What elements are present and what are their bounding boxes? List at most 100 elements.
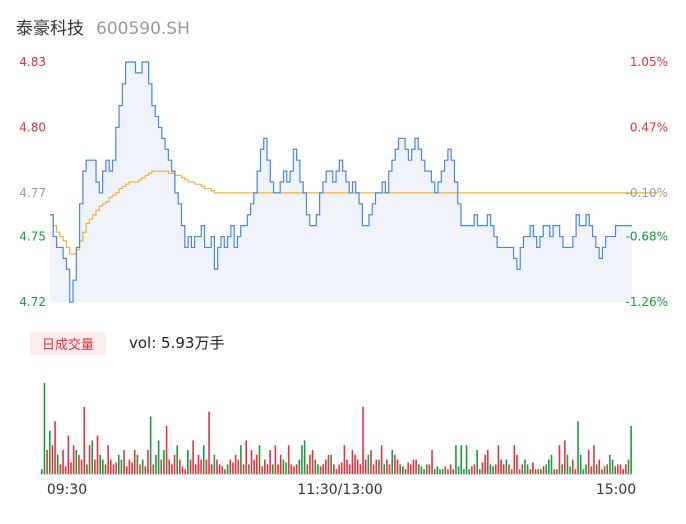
volume-bar (245, 440, 248, 474)
volume-bar (149, 416, 152, 474)
volume-bar (160, 459, 163, 474)
volume-bar (601, 469, 603, 474)
volume-bar (590, 466, 593, 474)
volume-bar (614, 466, 617, 474)
volume-bar (534, 469, 537, 474)
volume-bar (75, 450, 78, 474)
volume-bar (271, 464, 274, 474)
volume-bar (187, 450, 189, 474)
volume-bar (189, 459, 192, 474)
volume-bar (139, 464, 141, 474)
volume-bar (402, 466, 404, 474)
volume-bar (314, 459, 317, 474)
volume-bar (216, 459, 218, 474)
volume-bar (287, 445, 290, 474)
volume-bar (598, 459, 601, 474)
volume-bar (518, 469, 521, 474)
volume-bar (205, 459, 208, 474)
volume-bar (317, 464, 319, 474)
volume-bar (375, 459, 378, 474)
volume-bar (91, 440, 94, 474)
volume-bar (611, 459, 614, 474)
volume-bar (269, 450, 271, 474)
volume-bar (415, 459, 417, 474)
volume-bar (444, 466, 447, 474)
volume-bar (179, 459, 181, 474)
volume-bar (56, 454, 59, 474)
volume-bar (70, 462, 72, 474)
volume-bar (627, 459, 630, 474)
volume-bar (338, 464, 340, 474)
volume-bar (208, 411, 210, 474)
x-tick-label: 15:00 (596, 482, 636, 498)
volume-bar (83, 406, 86, 474)
volume-bar (311, 450, 314, 474)
volume-bar (593, 445, 595, 474)
volume-bar (425, 464, 428, 474)
volume-bar (433, 469, 436, 474)
volume-bar (630, 426, 632, 474)
volume-bar (48, 430, 51, 474)
volume-bar (486, 450, 489, 474)
price-area-fill (50, 62, 632, 302)
volume-bar (420, 466, 423, 474)
x-tick-label: 09:30 (47, 482, 87, 498)
volume-bar (59, 464, 62, 474)
volume-bar (574, 469, 577, 474)
volume-bar (587, 450, 590, 474)
volume-bar (78, 454, 80, 474)
volume-bar (563, 440, 566, 474)
volume-bar (120, 459, 123, 474)
volume-bar (86, 464, 88, 474)
volume-bar (155, 454, 157, 474)
stock-code: 600590.SH (96, 19, 190, 39)
volume-bar (46, 450, 48, 474)
volume-bar (457, 466, 460, 474)
volume-bar (476, 450, 478, 474)
volume-bar (500, 459, 502, 474)
volume-label: vol: 5.93万手 (129, 334, 225, 352)
volume-bar (173, 454, 176, 474)
volume-bar (306, 464, 309, 474)
volume-bar (526, 464, 529, 474)
volume-bar (378, 459, 380, 474)
volume-bar (80, 459, 83, 474)
volume-bar (370, 450, 372, 474)
volume-bar (603, 466, 606, 474)
volume-bar (234, 454, 237, 474)
volume-bar (293, 466, 295, 474)
volume-bar (64, 466, 67, 474)
volume-bar (585, 464, 587, 474)
volume-bar (577, 421, 579, 474)
volume-bar (123, 450, 125, 474)
volume-bar (412, 459, 415, 474)
volume-bar (558, 445, 561, 474)
volume-bar (383, 464, 386, 474)
volume-bar (112, 464, 115, 474)
volume-bar (343, 445, 346, 474)
volume-bar (532, 462, 534, 474)
stock-name: 泰豪科技 (16, 19, 84, 39)
volume-bar (540, 469, 542, 474)
volume-bar (298, 459, 301, 474)
volume-bar (595, 464, 598, 474)
y-tick-left: 4.83 (19, 55, 46, 69)
volume-bar (88, 445, 91, 474)
volume-bar (513, 445, 516, 474)
volume-bar (471, 466, 473, 474)
volume-bar (110, 459, 112, 474)
volume-bar (556, 469, 558, 474)
volume-bar (346, 459, 348, 474)
volume-bar (285, 462, 287, 474)
volume-tag: 日成交量 (30, 332, 107, 355)
price-line (50, 61, 632, 303)
volume-bar (609, 454, 611, 474)
volume-bar (455, 445, 457, 474)
volume-bar (431, 450, 433, 474)
volume-bar (340, 462, 343, 474)
volume-bar (465, 445, 468, 474)
volume-bar (579, 454, 582, 474)
volume-bar (218, 464, 221, 474)
volume-bar (394, 454, 396, 474)
volume-bar (619, 464, 622, 474)
